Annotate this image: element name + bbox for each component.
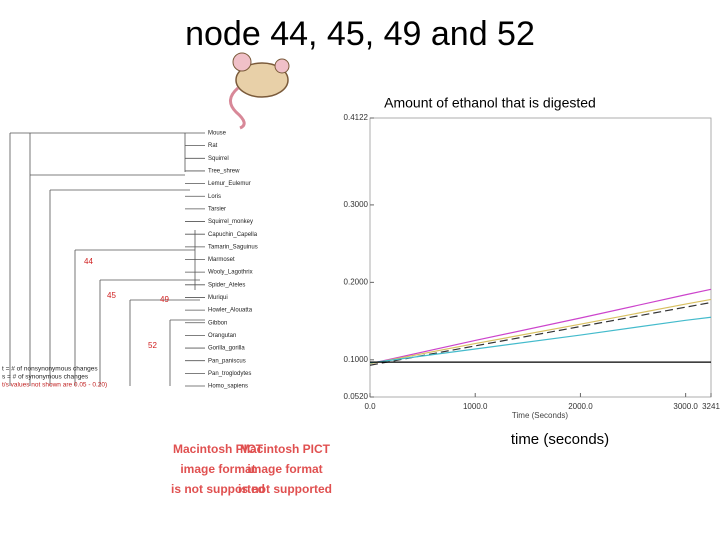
leaf-label: Rat — [208, 143, 218, 149]
y-tick-label: 0.0520 — [344, 392, 369, 401]
leaf-label: Wooly_Lagothrix — [208, 270, 253, 276]
x-tick-label: 2000.0 — [568, 402, 593, 411]
leaf-label: Loris — [208, 194, 221, 200]
leaf-label: Tree_shrew — [208, 169, 240, 175]
leaf-label: Pan_troglodytes — [208, 371, 251, 377]
leaf-label: Squirrel_monkey — [208, 219, 253, 225]
y-tick-label: 0.3000 — [344, 200, 369, 209]
leaf-label: Capuchin_Capella — [208, 232, 258, 238]
node-label: 45 — [107, 291, 116, 300]
leaf-label: Tarsier — [208, 206, 226, 212]
y-tick-label: 0.1000 — [344, 355, 369, 364]
y-tick-label: 0.4122 — [344, 113, 369, 122]
pict-placeholder: Macintosh PICT — [240, 442, 331, 456]
x-tick-label: 3000.0 — [673, 402, 698, 411]
leaf-label: Orangutan — [208, 333, 236, 339]
mouse-icon — [229, 52, 290, 130]
tree-legend-line: t = # of nonsynonymous changes — [2, 366, 98, 373]
leaf-label: Homo_sapiens — [208, 384, 248, 390]
leaf-label: Tamarin_Saguinus — [208, 244, 258, 250]
x-tick-label: 0.0 — [364, 402, 376, 411]
leaf-label: Gibbon — [208, 320, 227, 326]
series-line — [369, 301, 712, 366]
node-label: 52 — [148, 341, 157, 350]
y-tick-label: 0.2000 — [344, 277, 369, 286]
leaf-label: Mouse — [208, 131, 227, 137]
tree-branches — [9, 132, 205, 386]
x-tick-label: 1000.0 — [463, 402, 488, 411]
x-axis-label: Time (Seconds) — [512, 411, 569, 420]
pict-placeholder: is not supported — [171, 482, 265, 496]
series-line — [369, 316, 712, 364]
chart-title: Amount of ethanol that is digested — [384, 95, 596, 111]
series-line — [369, 288, 712, 365]
leaf-label: Howler_Alouatta — [208, 308, 253, 314]
leaf-label: Gorilla_gorilla — [208, 346, 245, 352]
slide-title: node 44, 45, 49 and 52 — [185, 15, 535, 53]
pict-placeholder: image format — [180, 462, 255, 476]
line-chart: Amount of ethanol that is digested Time … — [344, 95, 720, 448]
node-label: 49 — [160, 295, 169, 304]
leaf-label: Spider_Ateles — [208, 282, 245, 288]
pict-placeholder: Macintosh PICT — [173, 442, 264, 456]
leaf-label: Muriqui — [208, 295, 228, 301]
leaf-label: Marmoset — [208, 257, 235, 263]
pict-placeholder: image format — [247, 462, 322, 476]
leaf-label: Pan_paniscus — [208, 358, 246, 364]
pict-placeholder: is not supported — [238, 482, 332, 496]
tree-legend-line: s = # of synonymous changes — [2, 374, 89, 381]
leaf-label: Lemur_Eulemur — [208, 181, 251, 187]
tree-legend-line: t/s values not shown are 0.05 - 0.20) — [2, 382, 107, 389]
series-line — [369, 298, 712, 365]
leaf-label: Squirrel — [208, 156, 229, 162]
x-tick-label: 3241 — [702, 402, 720, 411]
phylogenetic-tree — [9, 132, 205, 386]
caption: time (seconds) — [511, 431, 609, 448]
plot-frame — [369, 117, 712, 398]
node-label: 44 — [84, 257, 93, 266]
